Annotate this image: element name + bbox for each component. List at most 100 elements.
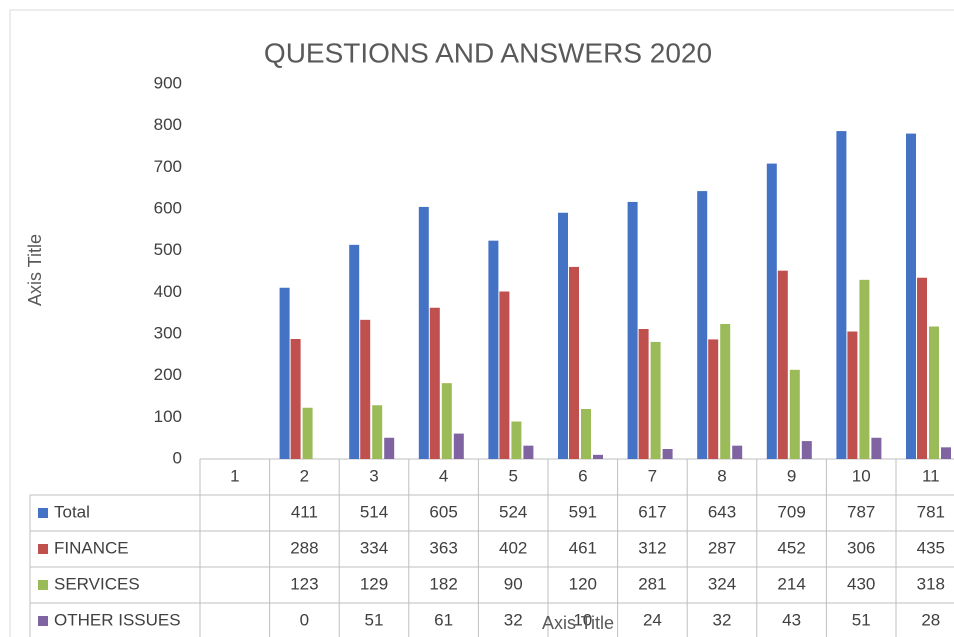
legend-key — [38, 544, 48, 554]
bar — [847, 331, 858, 459]
legend-label: Total — [54, 502, 90, 521]
bar — [789, 369, 800, 459]
bar — [650, 341, 661, 459]
bar — [302, 407, 313, 459]
table-value: 324 — [708, 574, 736, 593]
table-value: 0 — [300, 610, 309, 629]
legend-label: FINANCE — [54, 538, 129, 557]
x-tick-label: 11 — [922, 466, 940, 485]
bar — [906, 133, 916, 460]
table-value: 452 — [777, 538, 805, 557]
table-value: 435 — [917, 538, 945, 557]
y-tick-label: 800 — [154, 115, 182, 134]
x-tick-label: 1 — [230, 466, 239, 485]
table-value: 402 — [499, 538, 527, 557]
table-value: 51 — [365, 610, 384, 629]
bar — [766, 163, 777, 460]
bar — [708, 339, 719, 459]
x-tick-label: 7 — [648, 466, 657, 485]
bar — [871, 437, 882, 459]
bar — [488, 240, 499, 459]
table-value: 288 — [290, 538, 318, 557]
x-tick-label: 9 — [787, 466, 796, 485]
y-tick-label: 200 — [154, 365, 182, 384]
legend-key — [38, 616, 48, 626]
bar — [917, 277, 927, 459]
table-value: 182 — [429, 574, 457, 593]
bar — [801, 441, 812, 459]
legend-label: SERVICES — [54, 574, 140, 593]
table-value: 312 — [638, 538, 666, 557]
table-value: 591 — [569, 502, 597, 521]
bar — [941, 447, 951, 459]
bar — [499, 291, 510, 459]
y-tick-label: 300 — [154, 323, 182, 342]
table-value: 32 — [713, 610, 732, 629]
x-tick-label: 8 — [717, 466, 726, 485]
table-value: 90 — [504, 574, 523, 593]
table-value: 120 — [569, 574, 597, 593]
table-value: 214 — [777, 574, 805, 593]
bar — [929, 326, 939, 459]
table-value: 363 — [429, 538, 457, 557]
table-value: 781 — [917, 502, 945, 521]
bar — [720, 324, 731, 459]
bar — [511, 421, 522, 459]
table-value: 306 — [847, 538, 875, 557]
table-value: 61 — [434, 610, 453, 629]
table-value: 43 — [782, 610, 801, 629]
table-value: 787 — [847, 502, 875, 521]
table-value: 643 — [708, 502, 736, 521]
table-value: 32 — [504, 610, 523, 629]
bar — [372, 405, 383, 459]
chart-border — [9, 9, 954, 637]
x-axis-title: Axis Title — [542, 613, 614, 633]
x-tick-label: 6 — [578, 466, 587, 485]
table-value: 334 — [360, 538, 388, 557]
table-value: 430 — [847, 574, 875, 593]
table-value: 411 — [291, 502, 318, 521]
bar — [627, 201, 638, 459]
bar — [836, 131, 847, 460]
y-axis-title: Axis Title — [25, 234, 45, 306]
bar — [290, 339, 301, 459]
bar — [558, 212, 568, 459]
table-value: 514 — [360, 502, 388, 521]
legend-key — [38, 508, 48, 518]
x-tick-label: 5 — [508, 466, 517, 485]
table-value: 281 — [638, 574, 666, 593]
bar — [360, 319, 371, 459]
y-tick-label: 100 — [154, 407, 182, 426]
bar — [569, 266, 579, 459]
table-value: 24 — [643, 610, 662, 629]
legend-key — [38, 580, 48, 590]
bar — [384, 437, 395, 459]
table-value: 524 — [499, 502, 527, 521]
bar — [453, 433, 464, 459]
table-value: 28 — [921, 610, 940, 629]
table-value: 461 — [569, 538, 597, 557]
legend-label: OTHER ISSUES — [54, 610, 181, 629]
chart-title: QUESTIONS AND ANSWERS 2020 — [264, 37, 712, 68]
table-value: 605 — [429, 502, 457, 521]
table-value: 129 — [360, 574, 388, 593]
bar — [593, 454, 603, 459]
table-value: 10 — [573, 610, 592, 629]
table-value: 287 — [708, 538, 736, 557]
x-tick-label: 3 — [369, 466, 378, 485]
y-tick-label: 500 — [154, 240, 182, 259]
bar — [697, 191, 708, 460]
bar — [732, 445, 743, 459]
y-tick-label: 600 — [154, 198, 182, 217]
y-tick-label: 700 — [154, 157, 182, 176]
y-tick-label: 400 — [154, 282, 182, 301]
table-value: 709 — [777, 502, 805, 521]
bar — [279, 287, 290, 459]
x-tick-label: 2 — [300, 466, 309, 485]
bar — [777, 270, 788, 459]
bar — [581, 409, 591, 459]
bar — [429, 307, 440, 459]
table-value: 51 — [852, 610, 871, 629]
